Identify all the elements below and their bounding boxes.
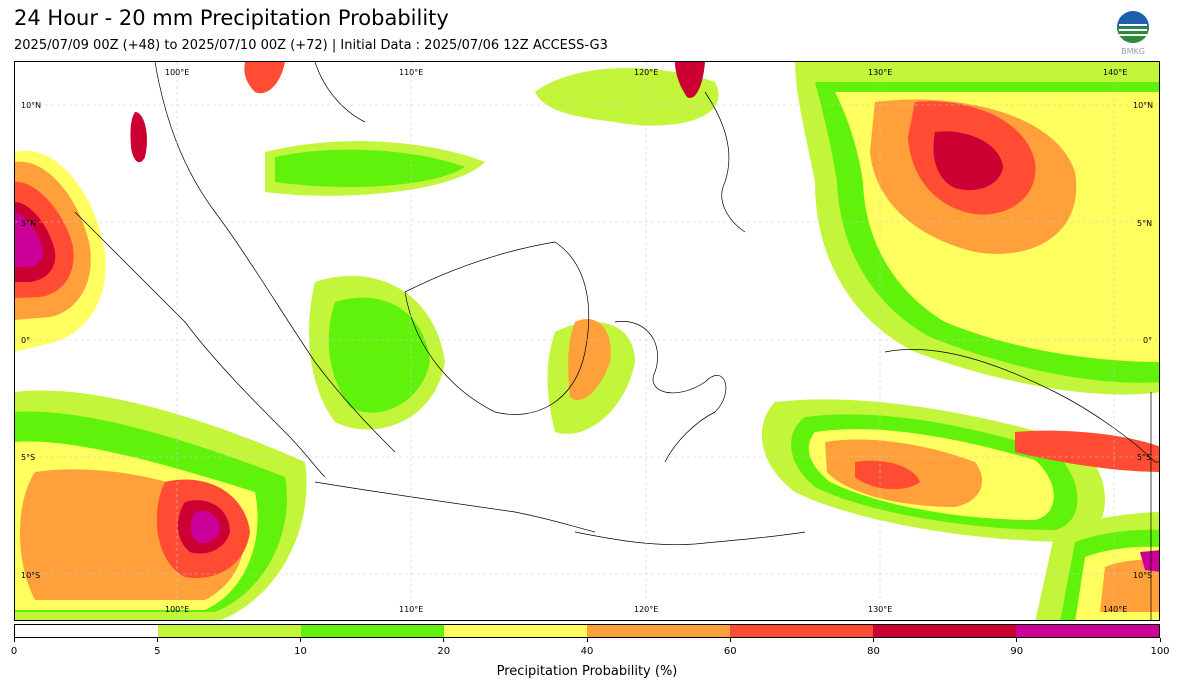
lon-label-120e-top: 120°E <box>634 68 659 77</box>
colorbar-tick-label: 5 <box>154 646 161 657</box>
colorbar-segment <box>301 625 444 637</box>
colorbar-tick-mark <box>300 638 301 642</box>
colorbar-segment <box>158 625 301 637</box>
colorbar-segment <box>15 625 158 637</box>
colorbar-tick-mark <box>1159 638 1161 642</box>
lat-label-5n-right: 5°N <box>1137 219 1153 228</box>
colorbar-tick-label: 100 <box>1150 646 1170 657</box>
colorbar-segment <box>587 625 730 637</box>
colorbar-tick-mark <box>443 638 445 642</box>
map-title: 24 Hour - 20 mm Precipitation Probabilit… <box>14 6 449 30</box>
colorbar-tick-mark <box>1016 638 1018 642</box>
lat-label-5s-left: 5°S <box>21 453 36 462</box>
colorbar-tick-label: 60 <box>723 646 737 657</box>
colorbar-segment <box>730 625 873 637</box>
colorbar-tick-mark <box>156 638 158 642</box>
lat-label-10s-left: 10°S <box>21 571 41 580</box>
map-canvas <box>15 62 1159 620</box>
colorbar-segment <box>1016 625 1159 637</box>
colorbar-title: Precipitation Probability (%) <box>496 664 678 679</box>
graticule <box>15 62 1159 620</box>
colorbar-tick-label: 20 <box>437 646 451 657</box>
lon-label-100e-top: 100°E <box>165 68 190 77</box>
lat-label-10s-right: 10°S <box>1133 571 1153 580</box>
bmkg-logo: BMKG <box>1113 10 1153 58</box>
lat-label-10n-left: 10°N <box>21 101 42 110</box>
lat-label-5s-right: 5°S <box>1137 453 1152 462</box>
lon-label-120e-bottom: 120°E <box>634 605 659 614</box>
colorbar-tick-label: 90 <box>1010 646 1024 657</box>
colorbar-segment <box>873 625 1016 637</box>
colorbar-tick-label: 0 <box>10 646 18 657</box>
colorbar-tick-mark <box>873 638 874 642</box>
map-subtitle: 2025/07/09 00Z (+48) to 2025/07/10 00Z (… <box>14 38 608 53</box>
lon-label-110e-bottom: 110°E <box>399 605 424 614</box>
lon-label-110e-top: 110°E <box>399 68 424 77</box>
colorbar-tick-mark <box>729 638 731 642</box>
colorbar-segment <box>444 625 587 637</box>
lon-label-130e-top: 130°E <box>868 68 893 77</box>
colorbar-tick-label: 80 <box>867 646 880 657</box>
colorbar <box>14 624 1160 638</box>
lon-label-140e-bottom: 140°E <box>1103 605 1128 614</box>
colorbar-tick-label: 40 <box>580 646 594 657</box>
lat-label-0-left: 0° <box>21 336 31 345</box>
coastlines <box>74 62 1159 620</box>
lon-label-100e-bottom: 100°E <box>165 605 190 614</box>
precipitation-map: 100°E 110°E 120°E 130°E 140°E 100°E 110°… <box>14 61 1160 621</box>
colorbar-tick-label: 10 <box>294 646 307 657</box>
lon-label-140e-top: 140°E <box>1103 68 1128 77</box>
colorbar-tick-mark <box>586 638 588 642</box>
lat-label-10n-right: 10°N <box>1133 101 1154 110</box>
lon-label-130e-bottom: 130°E <box>868 605 893 614</box>
precip-field-90-100 <box>15 212 1159 572</box>
colorbar-tick-mark <box>13 638 15 642</box>
lat-label-0-right: 0° <box>1143 336 1153 345</box>
svg-text:BMKG: BMKG <box>1121 47 1145 56</box>
lat-label-5n-left: 5°N <box>21 219 37 228</box>
